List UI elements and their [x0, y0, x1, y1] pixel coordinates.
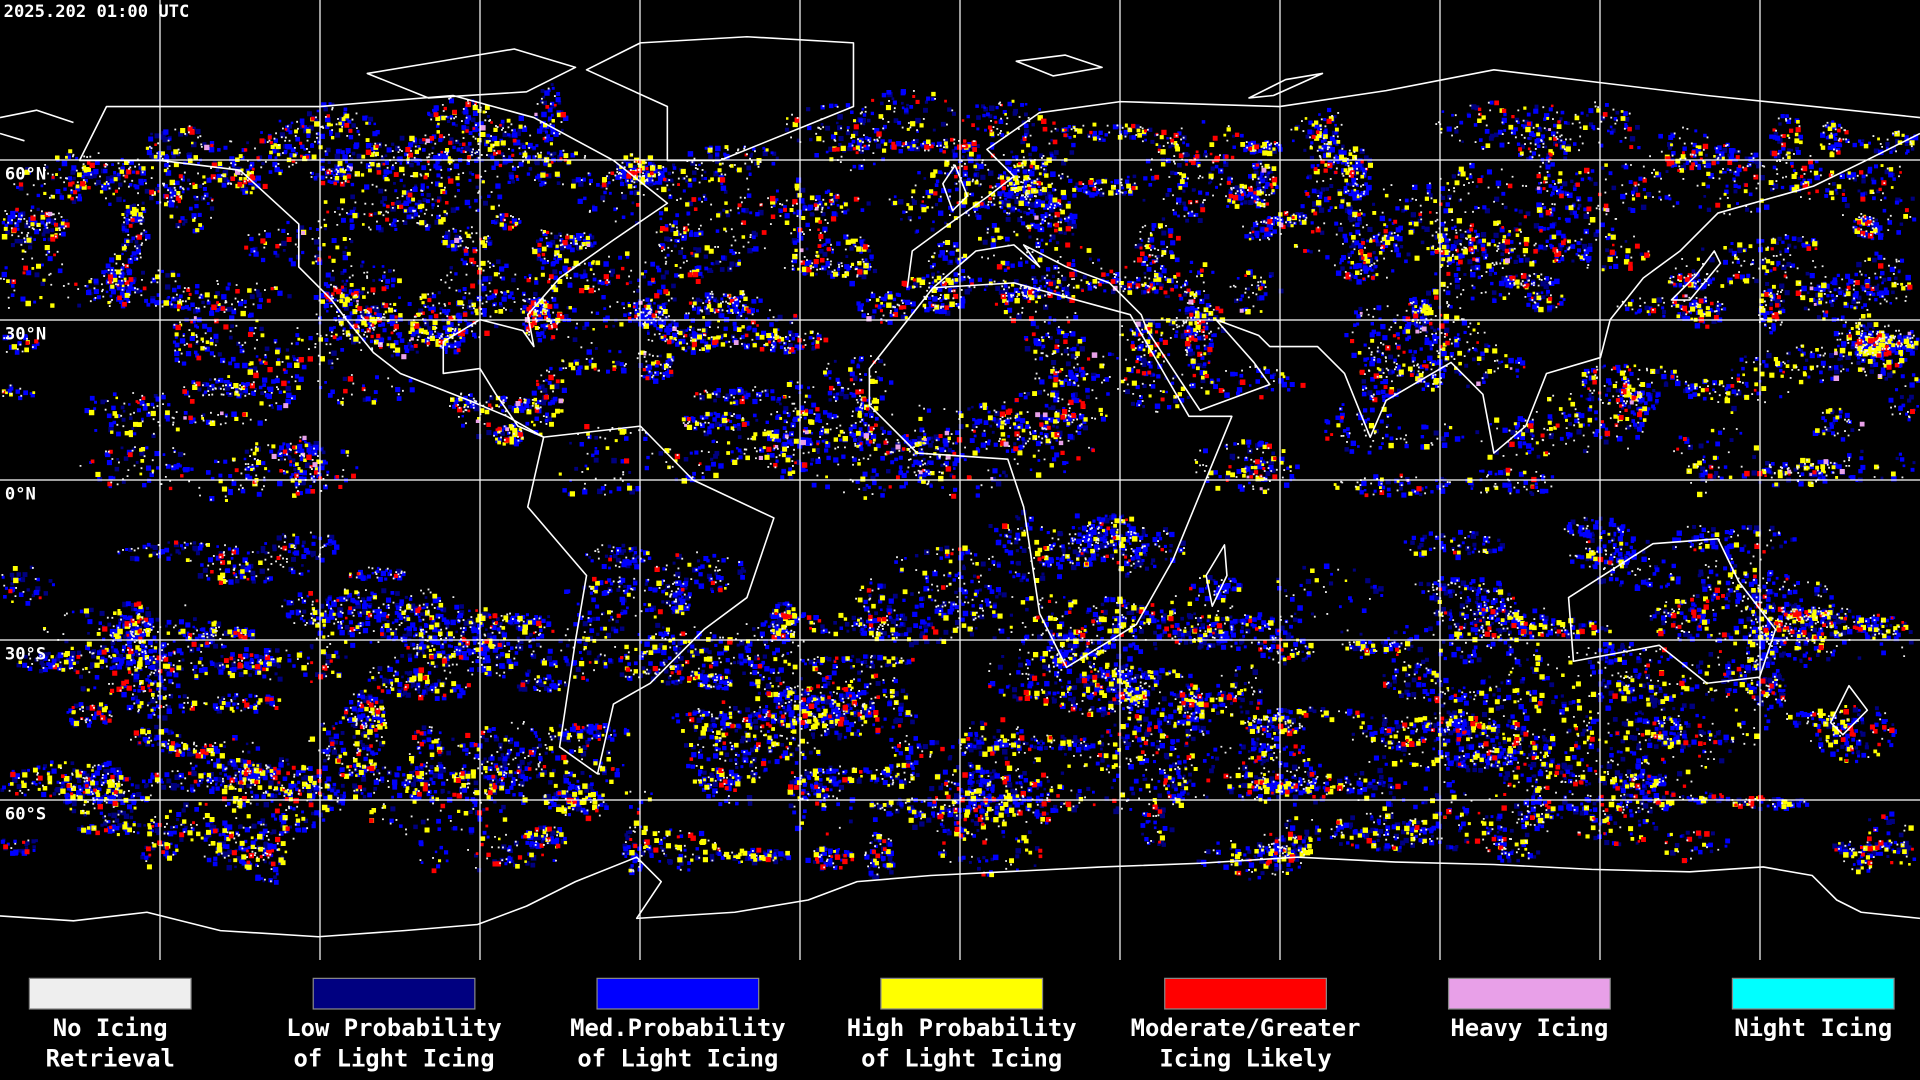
icing-speckle	[2, 95, 1915, 877]
latitude-label: 60°N	[5, 165, 46, 185]
coastlines	[0, 35, 1920, 938]
latitude-label: 0°N	[5, 485, 36, 505]
legend-label: of Light Icing	[861, 1045, 1062, 1073]
madagascar	[1205, 544, 1228, 607]
legend-swatch	[596, 977, 760, 1010]
latitude-label: 60°S	[5, 805, 46, 825]
new-zealand	[1829, 684, 1869, 736]
legend-label: Icing Likely	[1159, 1045, 1331, 1073]
graticule	[0, 0, 1920, 960]
timestamp: 2025.202 01:00 UTC	[4, 2, 190, 22]
antarctica	[0, 856, 1920, 938]
australia	[1567, 537, 1777, 685]
legend-label: No Icing	[53, 1014, 168, 1042]
legend-label: Low Probability	[286, 1014, 501, 1042]
legend-label: Heavy Icing	[1450, 1014, 1608, 1042]
south-america	[526, 425, 775, 775]
legend-swatch	[1447, 977, 1611, 1010]
legend-swatch	[880, 977, 1044, 1010]
legend-label: of Light Icing	[577, 1045, 778, 1073]
legend-label: Night Icing	[1734, 1014, 1892, 1042]
legend-label: Retrieval	[46, 1045, 175, 1073]
icing-speckle	[0, 87, 1915, 883]
latitude-label: 30°N	[5, 325, 46, 345]
legend-swatch	[1164, 977, 1327, 1010]
legend: No Icing Retrieval Low Probability of Light…	[28, 977, 1895, 1073]
latitude-label: 30°S	[5, 645, 46, 665]
latitude-labels: 60°N 30°N 0°N 30°S 60°S	[5, 165, 46, 825]
eurasia	[906, 69, 1920, 454]
legend-swatch	[1731, 977, 1895, 1010]
arctic-islands	[366, 48, 1324, 99]
legend-label: High Probability	[847, 1014, 1077, 1042]
legend-swatch	[312, 977, 476, 1010]
africa	[868, 282, 1233, 669]
alaska-east-siberia	[0, 109, 74, 142]
legend-swatch	[28, 977, 192, 1010]
legend-label: of Light Icing	[293, 1045, 494, 1073]
north-america	[78, 94, 669, 438]
japan	[1670, 250, 1722, 301]
legend-label: Med.Probability	[570, 1014, 785, 1042]
british-isles	[942, 164, 969, 212]
legend-label: Moderate/Greater	[1131, 1014, 1361, 1042]
